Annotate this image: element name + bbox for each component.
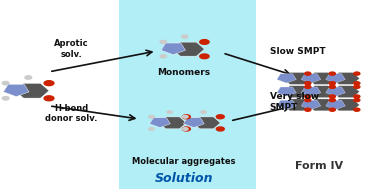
Circle shape xyxy=(329,85,336,88)
Circle shape xyxy=(200,54,209,59)
Circle shape xyxy=(160,40,167,44)
Circle shape xyxy=(44,96,54,101)
Circle shape xyxy=(182,115,190,119)
Circle shape xyxy=(329,72,336,75)
Circle shape xyxy=(181,35,188,38)
Circle shape xyxy=(216,127,224,131)
Circle shape xyxy=(44,81,54,86)
Text: Form IV: Form IV xyxy=(294,161,343,171)
Text: Molecular aggregates: Molecular aggregates xyxy=(132,157,236,166)
Text: Solution: Solution xyxy=(155,172,213,185)
Circle shape xyxy=(329,82,336,85)
Circle shape xyxy=(182,128,188,130)
Circle shape xyxy=(354,82,360,85)
Circle shape xyxy=(160,55,167,58)
Text: Slow SMPT: Slow SMPT xyxy=(270,46,325,56)
FancyBboxPatch shape xyxy=(119,0,256,189)
Circle shape xyxy=(354,95,360,98)
Circle shape xyxy=(354,98,360,102)
Circle shape xyxy=(354,108,360,111)
Circle shape xyxy=(200,40,209,44)
Circle shape xyxy=(305,72,311,75)
Text: Monomers: Monomers xyxy=(158,68,210,77)
Circle shape xyxy=(167,111,172,114)
Text: Very slow
SMPT: Very slow SMPT xyxy=(270,92,319,112)
Circle shape xyxy=(201,111,206,114)
Circle shape xyxy=(305,108,311,111)
Circle shape xyxy=(149,128,154,130)
Circle shape xyxy=(329,98,336,102)
Circle shape xyxy=(329,108,336,111)
Circle shape xyxy=(216,115,224,119)
Circle shape xyxy=(149,115,154,118)
Circle shape xyxy=(25,76,32,79)
Circle shape xyxy=(305,98,311,102)
Circle shape xyxy=(354,72,360,75)
Circle shape xyxy=(182,127,190,131)
Circle shape xyxy=(182,115,188,118)
Circle shape xyxy=(354,85,360,88)
Circle shape xyxy=(2,81,9,85)
Text: H-bond
donor solv.: H-bond donor solv. xyxy=(46,104,98,123)
Circle shape xyxy=(2,97,9,100)
Circle shape xyxy=(305,95,311,98)
Circle shape xyxy=(305,85,311,88)
Text: Aprotic
solv.: Aprotic solv. xyxy=(54,40,89,59)
Circle shape xyxy=(329,95,336,98)
Circle shape xyxy=(305,82,311,85)
